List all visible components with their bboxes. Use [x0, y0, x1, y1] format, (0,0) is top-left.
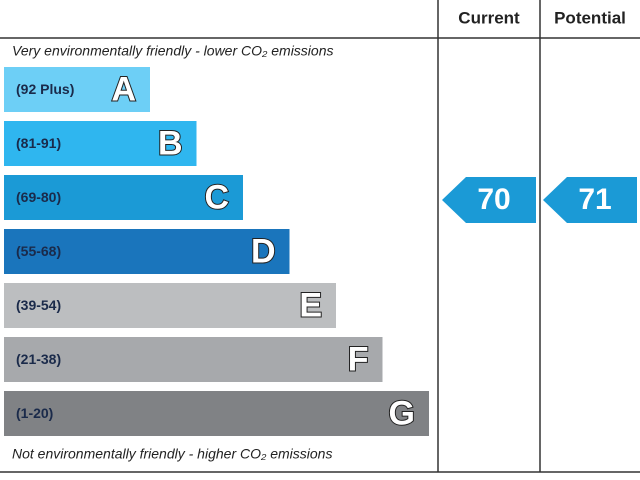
- band-bar: [4, 175, 243, 220]
- band-bar: [4, 283, 336, 328]
- band-range: (39-54): [16, 297, 61, 313]
- current-header: Current: [458, 8, 520, 27]
- band-bar: [4, 121, 197, 166]
- band-range: (81-91): [16, 135, 61, 151]
- current-arrow: [442, 177, 536, 223]
- potential-arrow: [543, 177, 637, 223]
- band-bar: [4, 67, 150, 112]
- band-letter: A: [111, 70, 136, 108]
- potential-value: 71: [578, 183, 611, 216]
- band-range: (92 Plus): [16, 81, 74, 97]
- band-letter: D: [251, 232, 276, 270]
- band-letter: E: [299, 286, 322, 324]
- band-range: (69-80): [16, 189, 61, 205]
- band-bar: [4, 337, 383, 382]
- band-bar: [4, 229, 290, 274]
- band-letter: F: [348, 340, 369, 378]
- bottom-note: Not environmentally friendly - higher CO…: [12, 446, 332, 462]
- band-range: (55-68): [16, 243, 61, 259]
- band-letter: C: [204, 178, 229, 216]
- band-range: (21-38): [16, 351, 61, 367]
- potential-header: Potential: [554, 8, 626, 27]
- top-note: Very environmentally friendly - lower CO…: [12, 43, 333, 59]
- band-range: (1-20): [16, 405, 53, 421]
- current-value: 70: [477, 183, 510, 216]
- band-bar: [4, 391, 429, 436]
- band-letter: B: [158, 124, 183, 162]
- band-letter: G: [389, 394, 415, 432]
